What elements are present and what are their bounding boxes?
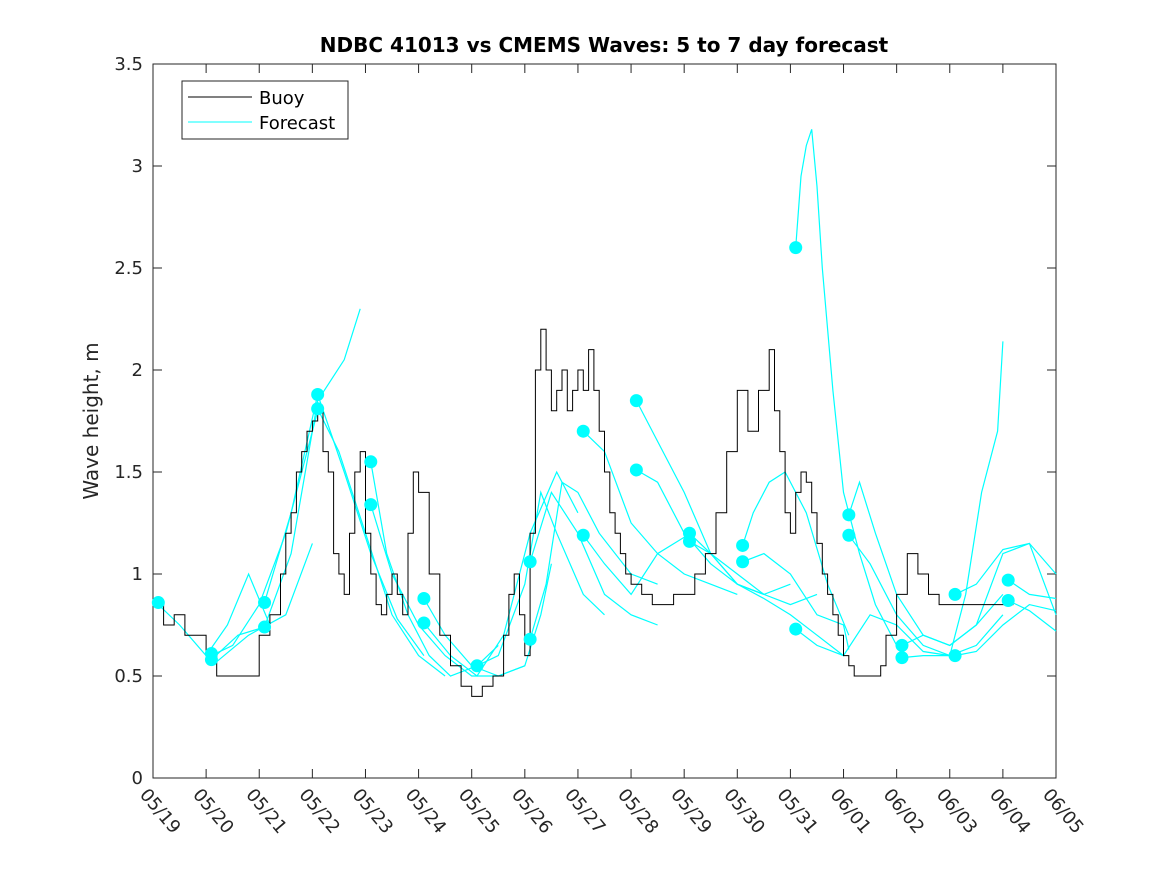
x-tick-label: 05/27 xyxy=(560,785,609,838)
forecast-line xyxy=(210,308,361,661)
forecast-marker xyxy=(629,394,643,408)
forecast-marker xyxy=(576,424,590,438)
x-tick-label: 05/30 xyxy=(719,785,768,838)
y-tick-label: 3 xyxy=(132,156,143,177)
forecast-marker xyxy=(948,587,962,601)
forecast-line xyxy=(1007,599,1057,632)
x-tick-label: 05/19 xyxy=(135,785,184,838)
y-tick-label: 1 xyxy=(132,564,143,585)
x-tick-label: 05/24 xyxy=(401,785,450,838)
plot-area: 00.511.522.533.505/19 05/20 05/21 05/22 05/2… xyxy=(114,54,1087,838)
forecast-marker xyxy=(523,555,537,569)
forecast-marker xyxy=(470,659,484,673)
legend-box xyxy=(181,80,349,140)
forecast-line xyxy=(1007,579,1057,600)
y-tick-label: 2.5 xyxy=(114,258,143,279)
forecast-line xyxy=(848,534,1004,657)
x-tick-label: 06/03 xyxy=(932,785,981,838)
forecast-line xyxy=(582,430,738,595)
forecast-marker xyxy=(736,555,750,569)
forecast-marker xyxy=(736,538,750,552)
forecast-line xyxy=(742,552,850,650)
forecast-marker xyxy=(895,651,909,665)
forecast-line xyxy=(157,572,271,657)
forecast-line xyxy=(529,490,658,626)
forecast-marker xyxy=(948,649,962,663)
forecast-line xyxy=(795,614,950,657)
forecast-line xyxy=(954,542,1057,616)
forecast-line xyxy=(370,504,526,677)
forecast-line xyxy=(423,470,579,677)
y-tick-label: 0 xyxy=(132,768,143,789)
forecast-marker xyxy=(523,632,537,646)
y-axis-label: Wave height, m xyxy=(79,342,103,499)
x-tick-label: 05/29 xyxy=(666,785,715,838)
forecast-line xyxy=(901,341,1004,659)
forecast-marker xyxy=(258,596,272,610)
x-tick-label: 06/01 xyxy=(826,785,875,838)
forecast-marker xyxy=(842,508,856,522)
legend-label-buoy: Buoy xyxy=(259,88,305,109)
x-tick-label: 05/26 xyxy=(507,785,556,838)
forecast-marker xyxy=(842,528,856,542)
x-tick-label: 06/04 xyxy=(985,785,1034,838)
x-tick-label: 06/05 xyxy=(1038,785,1087,838)
forecast-marker xyxy=(311,402,325,416)
forecast-marker xyxy=(258,620,272,634)
forecast-marker xyxy=(1001,573,1015,587)
chart-title: NDBC 41013 vs CMEMS Waves: 5 to 7 day fo… xyxy=(320,33,889,57)
forecast-marker xyxy=(151,596,165,610)
y-tick-label: 1.5 xyxy=(114,462,143,483)
forecast-marker xyxy=(895,638,909,652)
forecast-marker xyxy=(417,591,431,605)
forecast-line xyxy=(476,490,605,667)
buoy-line xyxy=(153,328,1014,697)
axes-box xyxy=(152,63,1057,779)
x-tick-label: 05/22 xyxy=(295,785,344,838)
forecast-marker xyxy=(364,455,378,469)
y-tick-label: 3.5 xyxy=(114,54,143,75)
forecast-marker xyxy=(789,241,803,255)
x-tick-label: 05/20 xyxy=(188,785,237,838)
forecast-line xyxy=(689,540,818,606)
forecast-marker xyxy=(311,387,325,401)
forecast-line xyxy=(211,410,319,657)
forecast-marker xyxy=(789,622,803,636)
forecast-marker xyxy=(1001,594,1015,608)
forecast-marker xyxy=(364,498,378,512)
forecast-marker xyxy=(629,463,643,477)
forecast-line xyxy=(529,481,658,640)
forecast-line xyxy=(954,603,1057,657)
x-tick-label: 06/02 xyxy=(879,785,928,838)
forecast-line xyxy=(689,532,844,657)
forecast-line xyxy=(636,469,765,595)
x-tick-label: 05/28 xyxy=(613,785,662,838)
y-tick-label: 2 xyxy=(132,360,143,381)
forecast-line xyxy=(795,129,898,646)
x-tick-label: 05/31 xyxy=(773,785,822,838)
forecast-line xyxy=(317,408,446,677)
x-tick-label: 05/25 xyxy=(454,785,503,838)
x-tick-label: 05/23 xyxy=(348,785,397,838)
forecast-marker xyxy=(682,534,696,548)
legend-label-forecast: Forecast xyxy=(259,113,335,134)
y-tick-label: 0.5 xyxy=(114,666,143,687)
forecast-marker xyxy=(576,528,590,542)
forecast-marker xyxy=(204,653,218,667)
forecast-marker xyxy=(417,616,431,630)
legend: Buoy Forecast xyxy=(181,80,349,140)
x-tick-label: 05/21 xyxy=(241,785,290,838)
